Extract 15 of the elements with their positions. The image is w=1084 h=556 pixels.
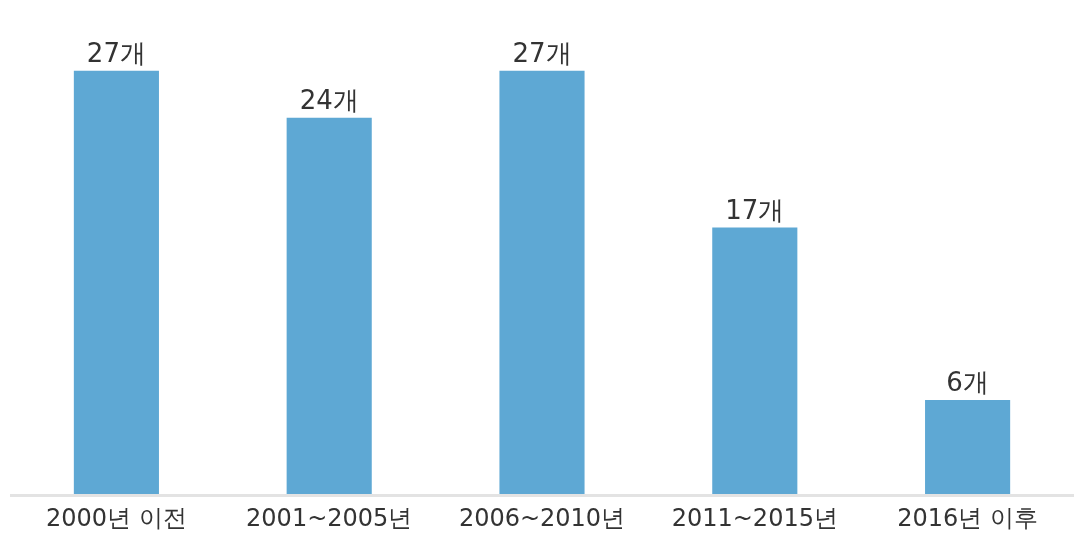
data-label: 27개 [86, 37, 146, 68]
data-label: 17개 [725, 194, 785, 225]
x-tick-label: 2006~2010년 [458, 503, 626, 532]
bar [712, 227, 798, 494]
bar [73, 70, 159, 494]
data-label: 24개 [299, 84, 359, 115]
x-tick-label: 2011~2015년 [671, 503, 838, 532]
data-label: 6개 [946, 366, 989, 397]
x-tick-label: 2001~2005년 [246, 503, 413, 532]
data-label: 27개 [512, 37, 572, 68]
x-tick-label: 2000년 이전 [46, 503, 187, 532]
bar [499, 70, 585, 494]
x-tick-label: 2016년 이후 [897, 503, 1038, 532]
bar [925, 399, 1011, 494]
bar [286, 117, 372, 494]
